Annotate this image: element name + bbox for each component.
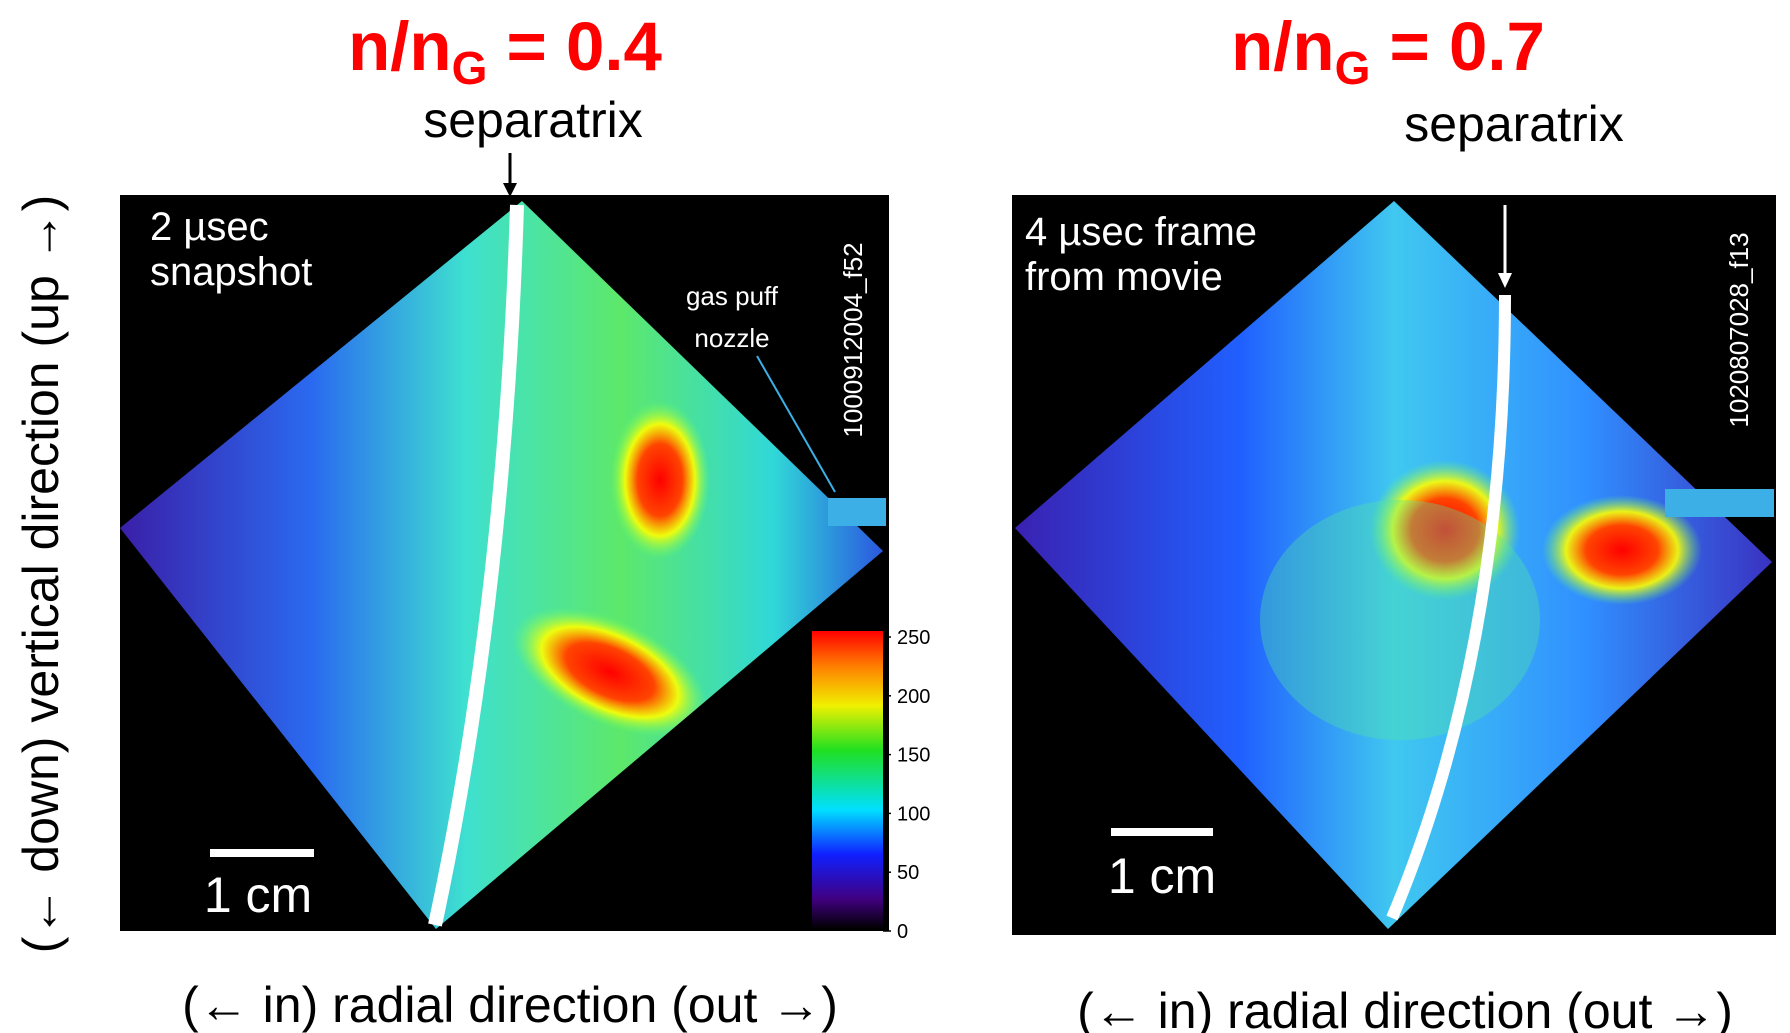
colorbar: [812, 631, 883, 929]
scale-bar: [210, 849, 314, 857]
y-label: (← down) vertical direction (up →): [13, 195, 69, 954]
colorbar-tick-label: 250: [897, 627, 930, 649]
shot-id: 1020807028_f13: [1724, 232, 1754, 427]
scale-label: 1 cm: [204, 867, 312, 923]
shot-id: 1000912004_f52: [838, 242, 868, 437]
arrow-head: [1498, 273, 1512, 288]
colorbar-ticks: 0 50 100 150 200 250: [883, 627, 930, 943]
panel-title: n/nG = 0.7: [1231, 8, 1545, 94]
scale-bar: [1111, 828, 1213, 836]
colorbar-tick-label: 150: [897, 745, 930, 767]
arrow-head: [503, 183, 517, 197]
colorbar-tick-label: 100: [897, 803, 930, 825]
colorbar-tick-label: 50: [897, 862, 919, 884]
pointer: [756, 355, 836, 493]
nozzle: [828, 498, 886, 526]
panel-title: n/nG = 0.4: [348, 8, 662, 94]
separatrix-line: [1386, 294, 1511, 921]
scale-label: 1 cm: [1108, 848, 1216, 904]
separatrix-line: [428, 204, 524, 927]
nozzle-label: gas puff nozzle: [686, 281, 779, 353]
caption: 2 µsec snapshot: [150, 205, 312, 294]
x-label: (← in) radial direction (out →): [1077, 983, 1733, 1033]
separatrix-label: separatrix: [1404, 96, 1624, 152]
separatrix-label: separatrix: [423, 92, 643, 148]
colorbar-tick-label: 200: [897, 686, 930, 708]
nozzle: [1665, 489, 1774, 517]
colorbar-tick-label: 0: [897, 921, 908, 943]
caption: 4 µsec frame from movie: [1025, 210, 1257, 299]
x-label: (← in) radial direction (out →): [182, 977, 838, 1033]
